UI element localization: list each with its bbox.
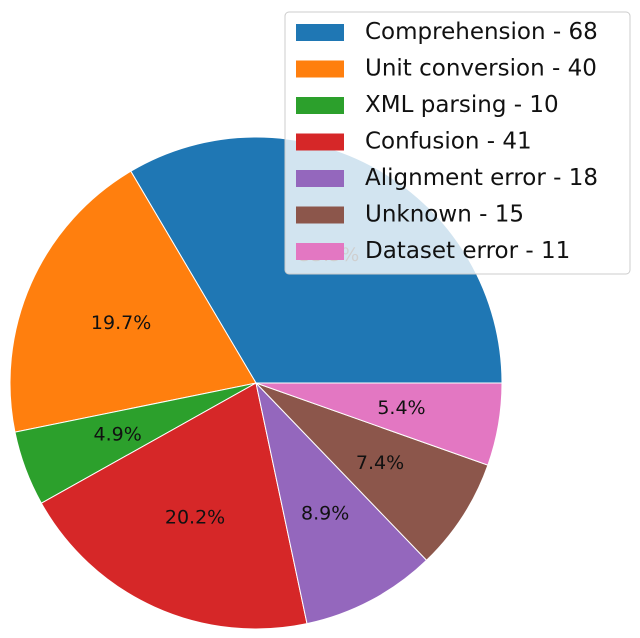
slice-percent-label: 4.9%	[94, 423, 142, 445]
slice-percent-label: 7.4%	[356, 452, 404, 474]
slice-percent-label: 5.4%	[377, 397, 425, 419]
legend-swatch	[296, 206, 344, 224]
slice-percent-label: 8.9%	[301, 502, 349, 524]
legend-label: Comprehension - 68	[365, 19, 598, 45]
legend-items: Comprehension - 68 Unit conversion - 40 XM…	[296, 19, 598, 264]
pie-slice-6	[255, 382, 489, 561]
legend: Comprehension - 68 Unit conversion - 40 XM…	[284, 11, 631, 275]
legend-item: Comprehension - 68	[296, 19, 598, 45]
legend-item: Confusion - 41	[296, 129, 532, 155]
legend-item: Alignment error - 18	[296, 165, 598, 191]
pie-slice-5	[255, 381, 428, 625]
legend-frame	[284, 11, 631, 275]
legend-item: XML parsing - 10	[296, 92, 559, 118]
pie-slice-4	[40, 382, 308, 630]
legend-item: Unknown - 15	[296, 202, 524, 228]
slice-percent-label: 20.2%	[165, 506, 225, 528]
legend-label: Unknown - 15	[365, 202, 524, 228]
legend-swatch	[296, 97, 344, 114]
legend-label: Alignment error - 18	[365, 165, 598, 191]
legend-label: XML parsing - 10	[365, 92, 559, 118]
legend-label: Dataset error - 11	[365, 238, 570, 264]
pie-slice-2	[9, 170, 257, 433]
legend-swatch	[296, 243, 344, 260]
legend-label: Confusion - 41	[365, 129, 532, 155]
legend-swatch	[296, 24, 344, 41]
pie-slice-7	[255, 382, 503, 466]
legend-item: Unit conversion - 40	[296, 56, 597, 82]
legend-swatch	[296, 60, 344, 78]
slice-percent-label: 19.7%	[91, 312, 151, 334]
legend-label: Unit conversion - 40	[365, 56, 597, 82]
legend-swatch	[296, 133, 344, 151]
legend-swatch	[296, 170, 344, 187]
legend-item: Dataset error - 11	[296, 238, 570, 264]
